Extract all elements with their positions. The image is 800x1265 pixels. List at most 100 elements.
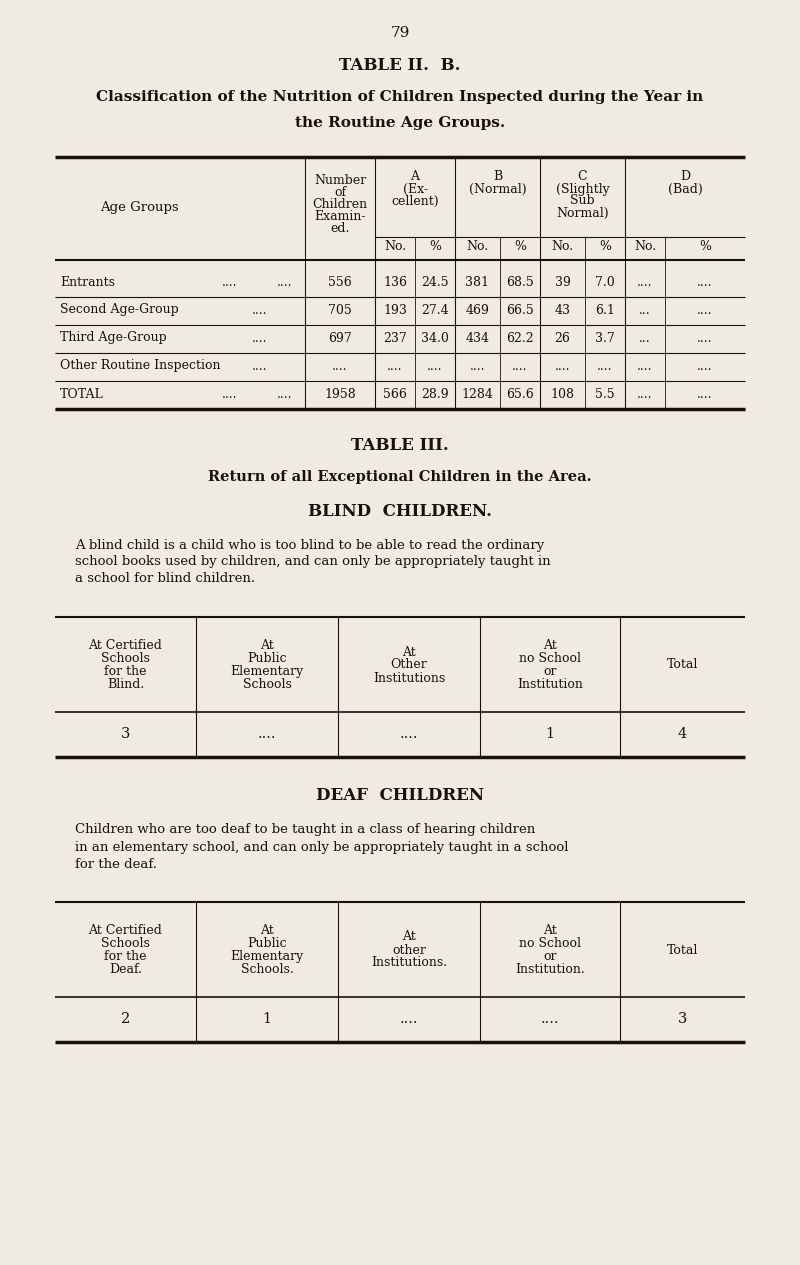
Text: No.: No. [551, 240, 574, 253]
Text: 79: 79 [390, 27, 410, 40]
Text: ....: .... [541, 1012, 559, 1026]
Text: ....: .... [698, 387, 713, 401]
Text: ....: .... [252, 331, 268, 344]
Text: Schools: Schools [101, 937, 150, 950]
Text: At: At [402, 931, 416, 944]
Text: No.: No. [634, 240, 656, 253]
Text: At Certified: At Certified [89, 923, 162, 937]
Text: ....: .... [598, 359, 613, 372]
Text: 7.0: 7.0 [595, 276, 615, 288]
Text: cellent): cellent) [391, 195, 439, 207]
Text: Institution.: Institution. [515, 963, 585, 977]
Text: 34.0: 34.0 [421, 331, 449, 344]
Text: Normal): Normal) [556, 206, 609, 220]
Text: 3: 3 [121, 727, 130, 741]
Text: (Ex-: (Ex- [402, 182, 427, 196]
Text: Public: Public [247, 651, 287, 665]
Text: 43: 43 [554, 304, 570, 316]
Text: At: At [543, 923, 557, 937]
Text: A: A [410, 171, 419, 183]
Text: 469: 469 [466, 304, 490, 316]
Text: 5.5: 5.5 [595, 387, 615, 401]
Text: for the: for the [104, 950, 146, 963]
Text: ....: .... [698, 331, 713, 344]
Text: school books used by children, and can only be appropriately taught in: school books used by children, and can o… [75, 555, 550, 568]
Text: ....: .... [278, 276, 293, 288]
Text: Classification of the Nutrition of Children Inspected during the Year in: Classification of the Nutrition of Child… [96, 90, 704, 104]
Text: a school for blind children.: a school for blind children. [75, 573, 255, 586]
Text: ....: .... [400, 727, 418, 741]
Text: %: % [599, 240, 611, 253]
Text: (Bad): (Bad) [668, 182, 702, 196]
Text: ...: ... [639, 304, 651, 316]
Text: 108: 108 [550, 387, 574, 401]
Text: Schools: Schools [242, 678, 291, 691]
Text: Sub: Sub [570, 195, 595, 207]
Text: 27.4: 27.4 [421, 304, 449, 316]
Text: no School: no School [519, 937, 581, 950]
Text: 26: 26 [554, 331, 570, 344]
Text: 136: 136 [383, 276, 407, 288]
Text: Other: Other [390, 659, 427, 672]
Text: ....: .... [387, 359, 402, 372]
Text: ....: .... [252, 304, 268, 316]
Text: 28.9: 28.9 [421, 387, 449, 401]
Text: Third Age-Group: Third Age-Group [60, 331, 166, 344]
Text: D: D [680, 171, 690, 183]
Text: 1284: 1284 [462, 387, 494, 401]
Text: (Normal): (Normal) [469, 182, 526, 196]
Text: ....: .... [554, 359, 570, 372]
Text: 6.1: 6.1 [595, 304, 615, 316]
Text: 556: 556 [328, 276, 352, 288]
Text: Entrants: Entrants [60, 276, 115, 288]
Text: 705: 705 [328, 304, 352, 316]
Text: Total: Total [667, 659, 698, 672]
Text: No.: No. [384, 240, 406, 253]
Text: 3: 3 [678, 1012, 687, 1026]
Text: TABLE III.: TABLE III. [351, 436, 449, 453]
Text: ....: .... [278, 387, 293, 401]
Text: 39: 39 [554, 276, 570, 288]
Text: Institution: Institution [517, 678, 583, 691]
Text: Institutions: Institutions [373, 672, 445, 684]
Text: 65.6: 65.6 [506, 387, 534, 401]
Text: no School: no School [519, 651, 581, 665]
Text: ....: .... [332, 359, 348, 372]
Text: 434: 434 [466, 331, 490, 344]
Text: ....: .... [258, 727, 276, 741]
Text: 1: 1 [546, 727, 554, 741]
Text: C: C [578, 171, 587, 183]
Text: TABLE II.  B.: TABLE II. B. [339, 57, 461, 73]
Text: ....: .... [470, 359, 486, 372]
Text: ....: .... [222, 276, 238, 288]
Text: 566: 566 [383, 387, 407, 401]
Text: %: % [514, 240, 526, 253]
Text: TOTAL: TOTAL [60, 387, 104, 401]
Text: for the deaf.: for the deaf. [75, 858, 157, 870]
Text: Age Groups: Age Groups [100, 200, 178, 214]
Text: ....: .... [512, 359, 528, 372]
Text: ....: .... [698, 276, 713, 288]
Text: Schools: Schools [101, 651, 150, 665]
Text: ...: ... [639, 331, 651, 344]
Text: for the: for the [104, 665, 146, 678]
Text: At Certified: At Certified [89, 639, 162, 651]
Text: ....: .... [400, 1012, 418, 1026]
Text: At: At [260, 923, 274, 937]
Text: Other Routine Inspection: Other Routine Inspection [60, 359, 221, 372]
Text: ....: .... [638, 359, 653, 372]
Text: ....: .... [698, 359, 713, 372]
Text: 1: 1 [262, 1012, 271, 1026]
Text: ....: .... [222, 387, 238, 401]
Text: Total: Total [667, 944, 698, 956]
Text: Second Age-Group: Second Age-Group [60, 304, 178, 316]
Text: Schools.: Schools. [241, 963, 294, 977]
Text: ....: .... [638, 387, 653, 401]
Text: BLIND  CHILDREN.: BLIND CHILDREN. [308, 502, 492, 520]
Text: Public: Public [247, 937, 287, 950]
Text: At: At [402, 645, 416, 659]
Text: ....: .... [427, 359, 442, 372]
Text: (Slightly: (Slightly [556, 182, 610, 196]
Text: the Routine Age Groups.: the Routine Age Groups. [295, 116, 505, 130]
Text: Children who are too deaf to be taught in a class of hearing children: Children who are too deaf to be taught i… [75, 824, 535, 836]
